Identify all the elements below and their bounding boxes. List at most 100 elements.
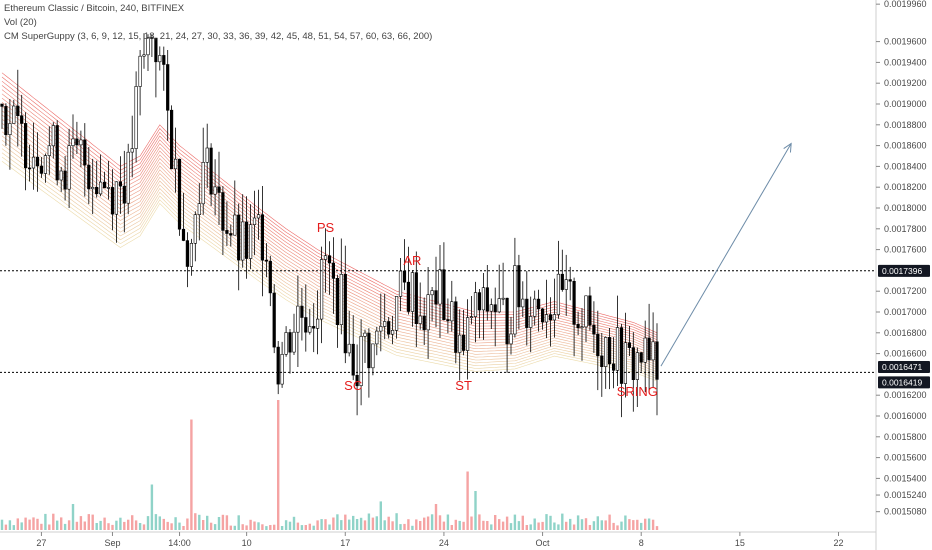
candle-body (185, 240, 190, 267)
guppy-line-19 (1, 148, 658, 375)
volume-bar (131, 515, 134, 530)
candle-body (31, 156, 36, 169)
candle-body (170, 109, 174, 170)
volume-bar (83, 521, 86, 530)
candle-body (607, 337, 612, 365)
candle-body (47, 145, 51, 156)
volume-bar (498, 519, 501, 530)
candle-body (619, 327, 624, 384)
candle-body (418, 315, 422, 324)
candle-body (158, 55, 162, 63)
volume-bar (600, 520, 603, 530)
volume-bar (407, 519, 410, 530)
y-tick-label: 0.0019200 (884, 78, 927, 88)
volume-bar (430, 514, 434, 530)
volume-bar (277, 400, 280, 530)
volume-bar (352, 515, 355, 530)
candle-body (371, 343, 375, 369)
candle-body (197, 203, 201, 215)
candle-body (375, 330, 379, 345)
y-tick-label: 0.0018600 (884, 141, 927, 151)
candle-body (548, 314, 553, 321)
projection-arrow (660, 142, 792, 367)
y-tick-label: 0.0017600 (884, 245, 927, 255)
volume-bar (632, 520, 635, 530)
volume-bar (553, 522, 556, 530)
x-tick-label: 8 (639, 538, 644, 548)
volume-bar (454, 519, 457, 530)
volume-bar (202, 520, 205, 530)
y-tick-label: 0.0015600 (884, 453, 927, 463)
candle-body (276, 346, 280, 385)
legend-symbol[interactable]: Ethereum Classic / Bitcoin, 240, BITFINE… (4, 3, 185, 14)
volume-bar (36, 518, 39, 530)
candle-body (103, 181, 107, 189)
x-tick-label: 10 (242, 538, 252, 548)
candle-body (245, 221, 249, 259)
candle-body (174, 158, 178, 170)
candle-body (284, 332, 288, 355)
candle-body (75, 138, 79, 146)
volume-bar (91, 514, 94, 530)
volume-bar (16, 518, 19, 530)
candle-body (576, 323, 580, 329)
volume-bar (87, 514, 90, 530)
candle-body (501, 297, 505, 300)
legend-superguppy[interactable]: CM SuperGuppy (3, 6, 9, 12, 15, 18, 21, … (4, 31, 433, 42)
candle-body (544, 314, 549, 323)
volume-bar (75, 521, 79, 530)
candle-body (469, 316, 474, 319)
volume-bar (158, 516, 161, 530)
candle-body (422, 315, 426, 331)
volume-bar (419, 521, 422, 530)
volume-bar (525, 525, 528, 530)
legend-volume[interactable]: Vol (20) (4, 17, 37, 28)
candle-body (256, 214, 261, 219)
candle-body (237, 214, 241, 261)
x-tick-label: Oct (536, 538, 551, 548)
candle-body (517, 265, 521, 308)
y-tick-label: 0.0016000 (884, 411, 927, 421)
candle-body (59, 170, 63, 181)
volume-bar (245, 525, 248, 530)
annotation-ar: AR (403, 253, 421, 268)
x-tick-label: Sep (104, 538, 120, 548)
volume-bar (40, 523, 43, 530)
volume-bar (620, 521, 623, 530)
annotation-sring: SRING (617, 384, 658, 399)
candle-body (458, 334, 462, 353)
candle-body (363, 332, 367, 337)
candle-body (339, 273, 343, 325)
candle-body (327, 255, 332, 264)
candle-body (146, 37, 150, 56)
volume-bar (328, 524, 331, 530)
candle-body (79, 139, 83, 146)
candle-body (611, 363, 616, 371)
candle-body (319, 259, 324, 320)
projection-line (660, 143, 792, 367)
volume-bar (608, 514, 611, 530)
candle-body (181, 228, 186, 241)
volume-bar (233, 525, 236, 530)
volume-bar (249, 519, 252, 530)
volume-bar (111, 524, 114, 530)
candle-body (122, 185, 126, 204)
candle-body (390, 329, 395, 335)
volume-bar (154, 514, 158, 530)
candle-body (177, 158, 182, 230)
volume-bar (4, 524, 8, 530)
volume-bar (324, 519, 327, 530)
candle-body (529, 316, 533, 328)
volume-bar (655, 526, 659, 530)
volume-bars (0, 400, 659, 530)
volume-bar (269, 525, 272, 530)
candle-body (454, 301, 458, 353)
candle-body (27, 167, 32, 170)
volume-bar (624, 515, 627, 530)
candle-body (655, 341, 659, 380)
volume-bar (513, 514, 517, 530)
volume-bar (99, 520, 102, 530)
candle-body (379, 326, 383, 332)
